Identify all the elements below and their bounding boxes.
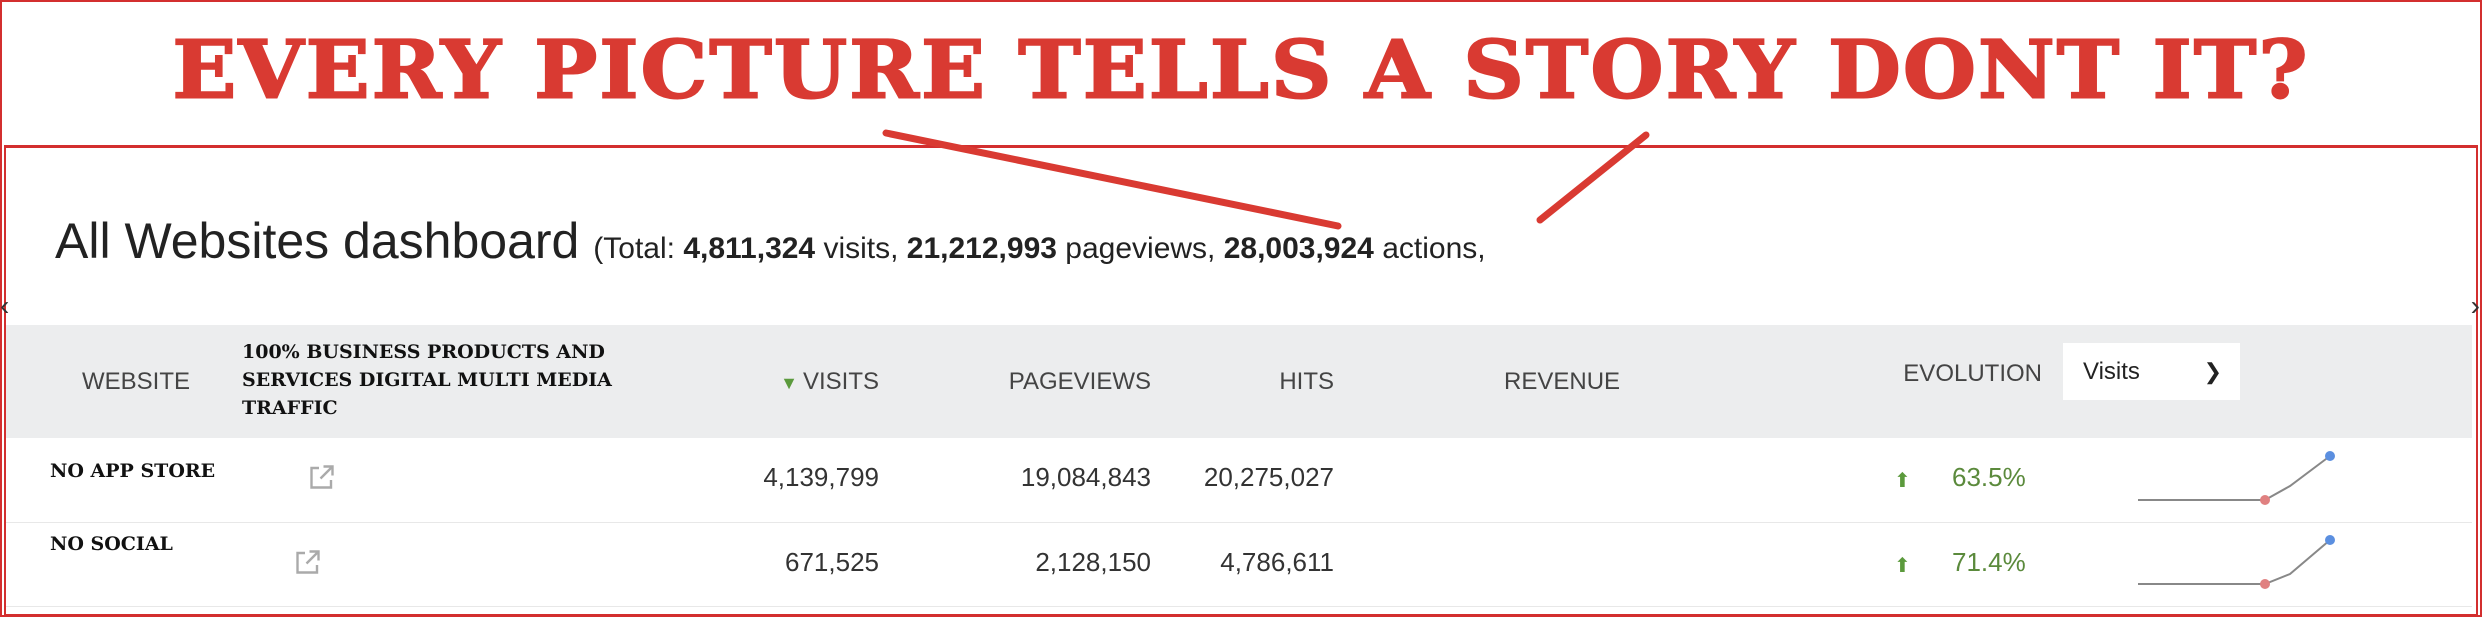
table-row — [6, 438, 2472, 523]
table-header — [6, 325, 2472, 438]
col-evolution: EVOLUTION — [1903, 360, 2042, 387]
col-website[interactable]: WEBSITE — [82, 368, 191, 395]
website-name[interactable]: NO APP STORE — [50, 460, 216, 482]
col-visits[interactable]: ▼ VISITS — [780, 368, 879, 395]
evolution-value: 71.4% — [1952, 547, 2026, 577]
evolution-metric-select[interactable]: Visits ❯ — [2063, 343, 2240, 400]
hits-value: 20,275,027 — [1203, 462, 1334, 492]
col-hits[interactable]: HITS — [1279, 368, 1334, 395]
col-business-annotation: 100% BUSINESS PRODUCTS AND SERVICES DIGI… — [242, 341, 612, 419]
external-link-icon[interactable] — [307, 462, 337, 492]
dashboard-panel — [4, 145, 2478, 616]
spark-end-point — [2325, 535, 2335, 545]
arrow-up-icon: ⬆ — [1894, 470, 1911, 492]
annotation-line — [882, 129, 1342, 230]
col-pageviews[interactable]: PAGEVIEWS — [1008, 368, 1151, 395]
pageviews-value: 19,084,843 — [1020, 462, 1151, 492]
visits-value: 671,525 — [785, 547, 879, 577]
totals-summary: (Total: 4,811,324 visits, 21,212,993 pag… — [593, 232, 1486, 265]
chevron-down-icon: ❯ — [2203, 359, 2222, 384]
sparkline — [2138, 451, 2335, 505]
table-row — [6, 522, 2472, 607]
spark-end-point — [2325, 451, 2335, 461]
sparkline — [2138, 535, 2335, 589]
scroll-right-icon[interactable]: › — [2470, 290, 2480, 321]
spark-start-point — [2260, 495, 2270, 505]
scroll-left-icon[interactable]: ‹ — [0, 290, 10, 321]
hits-value: 4,786,611 — [1220, 547, 1334, 577]
title-text: All Websites dashboard — [55, 213, 580, 269]
evolution-value: 63.5% — [1952, 462, 2026, 492]
website-name[interactable]: NO SOCIAL — [50, 533, 173, 555]
col-revenue[interactable]: REVENUE — [1504, 368, 1621, 395]
pageviews-value: 2,128,150 — [1035, 547, 1151, 577]
annotation-line — [1536, 131, 1650, 224]
visits-value: 4,139,799 — [763, 462, 879, 492]
sort-desc-icon: ▼ — [780, 373, 803, 393]
spark-start-point — [2260, 579, 2270, 589]
arrow-up-icon: ⬆ — [1894, 555, 1911, 577]
annotation-banner: EVERY PICTURE TELLS A STORY DONT IT? — [171, 22, 2310, 118]
external-link-icon[interactable] — [293, 547, 323, 577]
page-title: All Websites dashboard (Total: 4,811,324… — [55, 212, 1486, 270]
